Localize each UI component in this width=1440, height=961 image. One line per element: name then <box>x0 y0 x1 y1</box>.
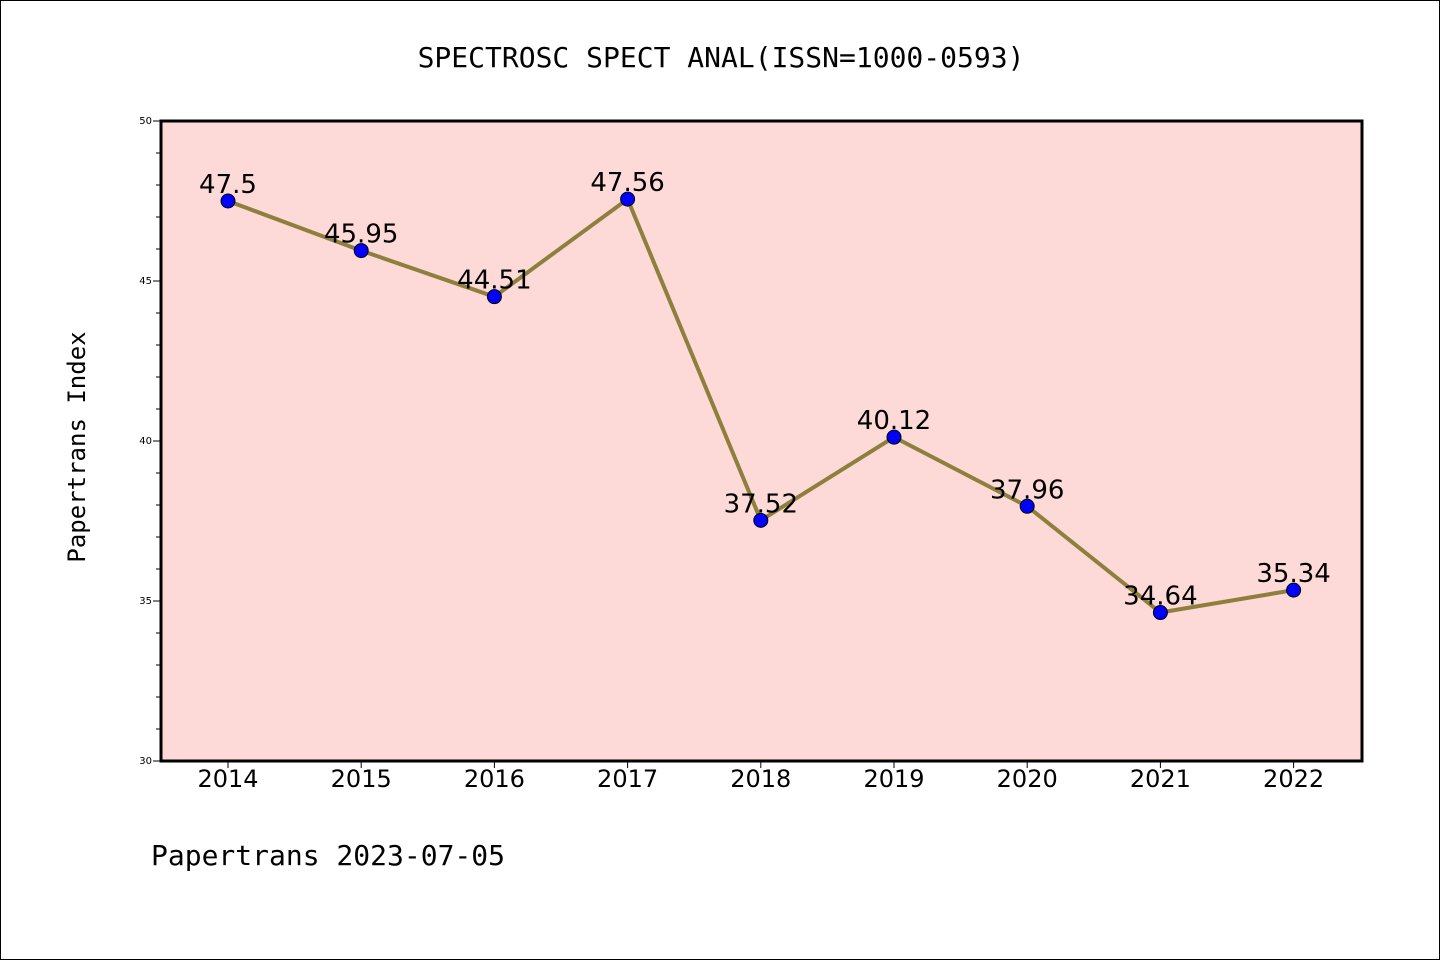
data-label: 47.5 <box>199 170 257 200</box>
footer-text: Papertrans 2023-07-05 <box>151 839 505 872</box>
data-point <box>886 429 902 445</box>
data-label: 37.52 <box>724 489 798 519</box>
x-tick-label: 2019 <box>863 765 924 793</box>
data-label: 35.34 <box>1256 559 1330 589</box>
data-point <box>620 191 636 207</box>
data-point <box>486 289 502 305</box>
chart-title: SPECTROSC SPECT ANAL(ISSN=1000-0593) <box>418 41 1025 74</box>
data-label: 40.12 <box>857 406 931 436</box>
y-tick-label: 45 <box>139 276 152 287</box>
x-tick-label: 2015 <box>331 765 392 793</box>
data-point <box>353 243 369 259</box>
x-tick-label: 2018 <box>730 765 791 793</box>
data-labels: 47.5 45.95 44.51 47.56 37.52 40.12 37.96 34.64 3… <box>199 168 1331 611</box>
x-tick-label: 2014 <box>197 765 258 793</box>
data-label: 44.51 <box>457 266 531 296</box>
y-axis-label: Papertrans Index <box>63 331 91 562</box>
x-tick-label: 2017 <box>597 765 658 793</box>
data-point <box>1152 605 1168 621</box>
y-tick-label: 50 <box>139 116 152 127</box>
y-tick-label: 40 <box>139 436 152 447</box>
x-axis: 2014 2015 2016 2017 2018 2019 2020 2021 2022 <box>197 761 1324 793</box>
data-point <box>753 512 769 528</box>
data-point <box>220 193 236 209</box>
data-point <box>1019 498 1035 514</box>
plot-area <box>159 119 1364 763</box>
y-tick-label: 30 <box>139 756 152 767</box>
data-label: 45.95 <box>324 220 398 250</box>
x-tick-label: 2021 <box>1130 765 1191 793</box>
data-point <box>1286 582 1302 598</box>
y-tick-label: 35 <box>139 596 152 607</box>
series-layer <box>220 191 1302 621</box>
x-tick-label: 2016 <box>464 765 525 793</box>
y-axis: 30 35 40 45 50 <box>139 116 161 767</box>
x-tick-label: 2020 <box>997 765 1058 793</box>
data-label: 37.96 <box>990 475 1064 505</box>
x-tick-label: 2022 <box>1263 765 1324 793</box>
data-label: 47.56 <box>590 168 664 198</box>
data-label: 34.64 <box>1123 582 1197 612</box>
